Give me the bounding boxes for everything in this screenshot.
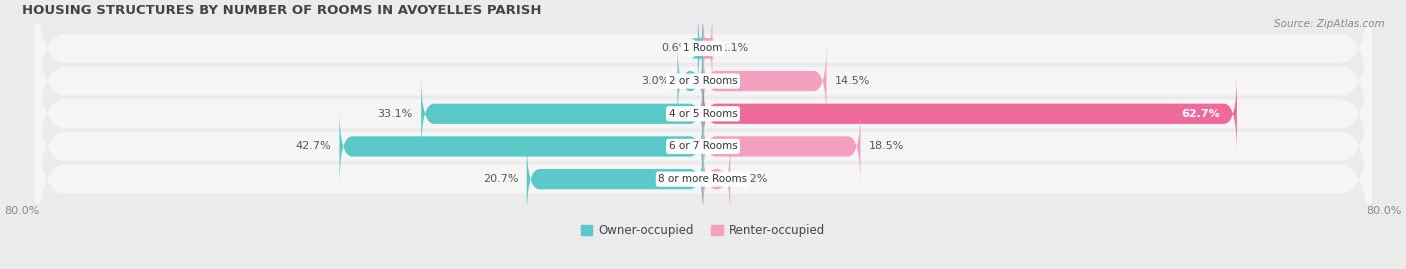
FancyBboxPatch shape — [35, 0, 1371, 148]
FancyBboxPatch shape — [690, 9, 710, 87]
FancyBboxPatch shape — [35, 14, 1371, 214]
FancyBboxPatch shape — [35, 79, 1371, 269]
Text: 3.2%: 3.2% — [738, 174, 768, 184]
FancyBboxPatch shape — [700, 9, 716, 87]
Text: 14.5%: 14.5% — [835, 76, 870, 86]
Text: 62.7%: 62.7% — [1181, 109, 1220, 119]
Text: 8 or more Rooms: 8 or more Rooms — [658, 174, 748, 184]
Legend: Owner-occupied, Renter-occupied: Owner-occupied, Renter-occupied — [581, 224, 825, 237]
Text: Source: ZipAtlas.com: Source: ZipAtlas.com — [1274, 19, 1385, 29]
FancyBboxPatch shape — [339, 108, 703, 185]
FancyBboxPatch shape — [35, 47, 1371, 246]
Text: 1 Room: 1 Room — [683, 43, 723, 54]
Text: 2 or 3 Rooms: 2 or 3 Rooms — [669, 76, 737, 86]
FancyBboxPatch shape — [703, 75, 1237, 153]
FancyBboxPatch shape — [422, 75, 703, 153]
Text: 4 or 5 Rooms: 4 or 5 Rooms — [669, 109, 737, 119]
Text: 6 or 7 Rooms: 6 or 7 Rooms — [669, 141, 737, 151]
Text: 33.1%: 33.1% — [377, 109, 413, 119]
FancyBboxPatch shape — [703, 108, 860, 185]
FancyBboxPatch shape — [678, 42, 703, 120]
FancyBboxPatch shape — [703, 140, 730, 218]
Text: 3.0%: 3.0% — [641, 76, 669, 86]
Text: 18.5%: 18.5% — [869, 141, 904, 151]
Text: 1.1%: 1.1% — [721, 43, 749, 54]
Text: 0.6%: 0.6% — [661, 43, 689, 54]
Text: 42.7%: 42.7% — [295, 141, 330, 151]
FancyBboxPatch shape — [35, 0, 1371, 181]
Text: HOUSING STRUCTURES BY NUMBER OF ROOMS IN AVOYELLES PARISH: HOUSING STRUCTURES BY NUMBER OF ROOMS IN… — [22, 4, 541, 17]
FancyBboxPatch shape — [527, 140, 703, 218]
Text: 20.7%: 20.7% — [482, 174, 519, 184]
FancyBboxPatch shape — [703, 42, 827, 120]
